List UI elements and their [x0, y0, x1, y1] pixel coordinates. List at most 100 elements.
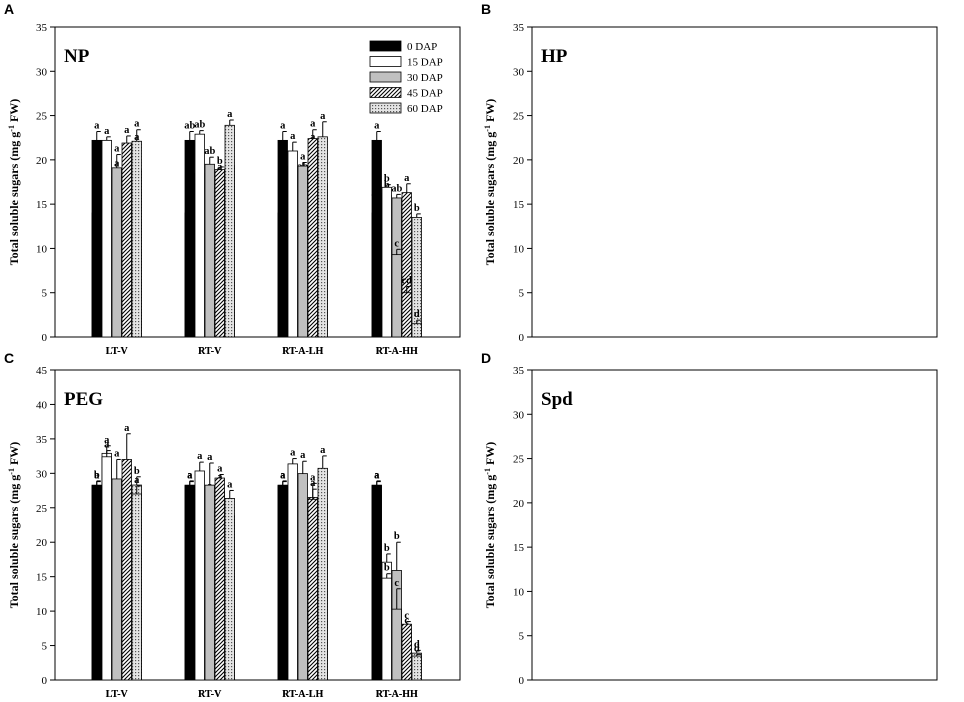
significance-label: ab	[391, 183, 402, 194]
bar	[391, 254, 402, 338]
y-tick-label: 10	[513, 586, 525, 598]
significance-label: a	[290, 448, 296, 459]
significance-label: a	[124, 125, 130, 136]
significance-label: a	[280, 121, 286, 132]
panel-title: NP	[64, 46, 90, 67]
significance-label: a	[310, 119, 316, 130]
significance-label: c	[394, 238, 399, 249]
legend-label: 60 DAP	[407, 103, 443, 115]
legend-swatch	[369, 40, 402, 52]
panel-letter: C	[4, 350, 14, 366]
bar	[121, 459, 132, 681]
significance-label: a	[124, 423, 130, 434]
bar	[297, 473, 308, 681]
significance-label: b	[394, 531, 400, 542]
significance-label: a	[94, 471, 100, 482]
significance-label: ab	[184, 121, 195, 132]
x-tick-label: RT-A-LH	[282, 689, 323, 700]
y-tick-label: 25	[36, 111, 48, 123]
bar	[194, 470, 205, 681]
y-axis-label: Total soluble sugars (mg g-1 FW)	[483, 99, 497, 266]
y-tick-label: 15	[513, 542, 525, 554]
significance-label: a	[104, 435, 110, 446]
significance-label: a	[217, 464, 223, 475]
plot-frame	[54, 26, 461, 338]
y-tick-label: 25	[513, 454, 525, 466]
significance-label: a	[320, 445, 326, 456]
y-tick-label: 30	[36, 66, 48, 78]
significance-label: a	[94, 121, 100, 132]
y-tick-label: 5	[519, 288, 525, 300]
significance-label: b	[134, 466, 140, 477]
x-tick-label: RT-A-HH	[376, 689, 418, 700]
y-tick-label: 30	[513, 66, 525, 78]
significance-label: a	[104, 126, 110, 137]
panel-letter: D	[481, 350, 491, 366]
x-tick-label: RT-A-LH	[282, 689, 323, 700]
y-tick-label: 0	[519, 332, 525, 344]
significance-label: a	[104, 440, 110, 451]
y-tick-label: 35	[513, 22, 525, 34]
y-tick-label: 35	[513, 365, 525, 377]
significance-label: a	[374, 470, 380, 481]
significance-label: b	[384, 543, 390, 554]
bar	[184, 484, 195, 681]
bar	[411, 323, 422, 338]
y-tick-label: 15	[513, 199, 525, 211]
y-tick-label: 5	[42, 641, 48, 653]
bar	[214, 169, 225, 338]
plot-frame	[531, 26, 938, 338]
x-tick-label: RT-A-HH	[376, 689, 418, 700]
bar	[401, 623, 412, 681]
legend-swatch	[369, 102, 402, 114]
legend-label: 45 DAP	[407, 88, 443, 100]
plot-frame	[54, 369, 461, 681]
significance-label: b	[217, 156, 223, 167]
bar	[91, 139, 102, 338]
panel-d: D Spd 0 5 10 15 20 25 30 35 Total soluble sugars (…	[91, 350, 938, 700]
significance-label: a	[320, 111, 326, 122]
y-tick-label: 20	[36, 537, 48, 549]
y-axis-label: Total soluble sugars (mg g-1 FW)	[7, 442, 21, 609]
y-tick-label: 20	[513, 155, 525, 167]
bar	[411, 655, 422, 681]
x-tick-label: RT-V	[198, 346, 222, 357]
significance-label: a	[187, 471, 193, 482]
y-axis-label: Total soluble sugars (mg g-1 FW)	[483, 442, 497, 609]
plot-frame	[531, 369, 938, 681]
significance-label: a	[187, 470, 193, 481]
panel-letter: A	[4, 1, 14, 17]
panel-title: Spd	[541, 389, 573, 410]
bar	[224, 498, 235, 681]
legend-label: 15 DAP	[407, 57, 443, 69]
legend-swatch	[369, 56, 402, 67]
x-tick-label: RT-A-LH	[282, 346, 323, 357]
x-tick-label: RT-V	[198, 689, 222, 700]
significance-label: b	[384, 563, 390, 574]
bar	[287, 463, 298, 681]
x-tick-label: LT-V	[106, 689, 129, 700]
bar	[101, 139, 112, 338]
significance-label: c	[404, 611, 409, 622]
bar	[214, 477, 225, 681]
significance-label: b	[414, 203, 420, 214]
legend-swatch	[369, 71, 402, 83]
bar	[111, 167, 122, 338]
bar	[371, 139, 382, 338]
x-tick-label: RT-A-HH	[376, 346, 418, 357]
significance-label: a	[374, 121, 380, 132]
significance-label: a	[227, 479, 233, 490]
y-tick-label: 10	[36, 243, 48, 255]
bar	[307, 498, 318, 681]
bar	[297, 165, 308, 338]
panel-title: HP	[541, 46, 568, 67]
bar	[184, 139, 195, 338]
y-tick-label: 0	[42, 675, 48, 687]
significance-label: a	[280, 470, 286, 481]
y-tick-label: 40	[36, 399, 48, 411]
legend: 0 DAP 15 DAP 30 DAP 45 DAP 60 DAP	[369, 40, 443, 115]
x-tick-label: RT-V	[198, 689, 222, 700]
y-tick-label: 0	[519, 675, 525, 687]
bar	[391, 608, 402, 681]
